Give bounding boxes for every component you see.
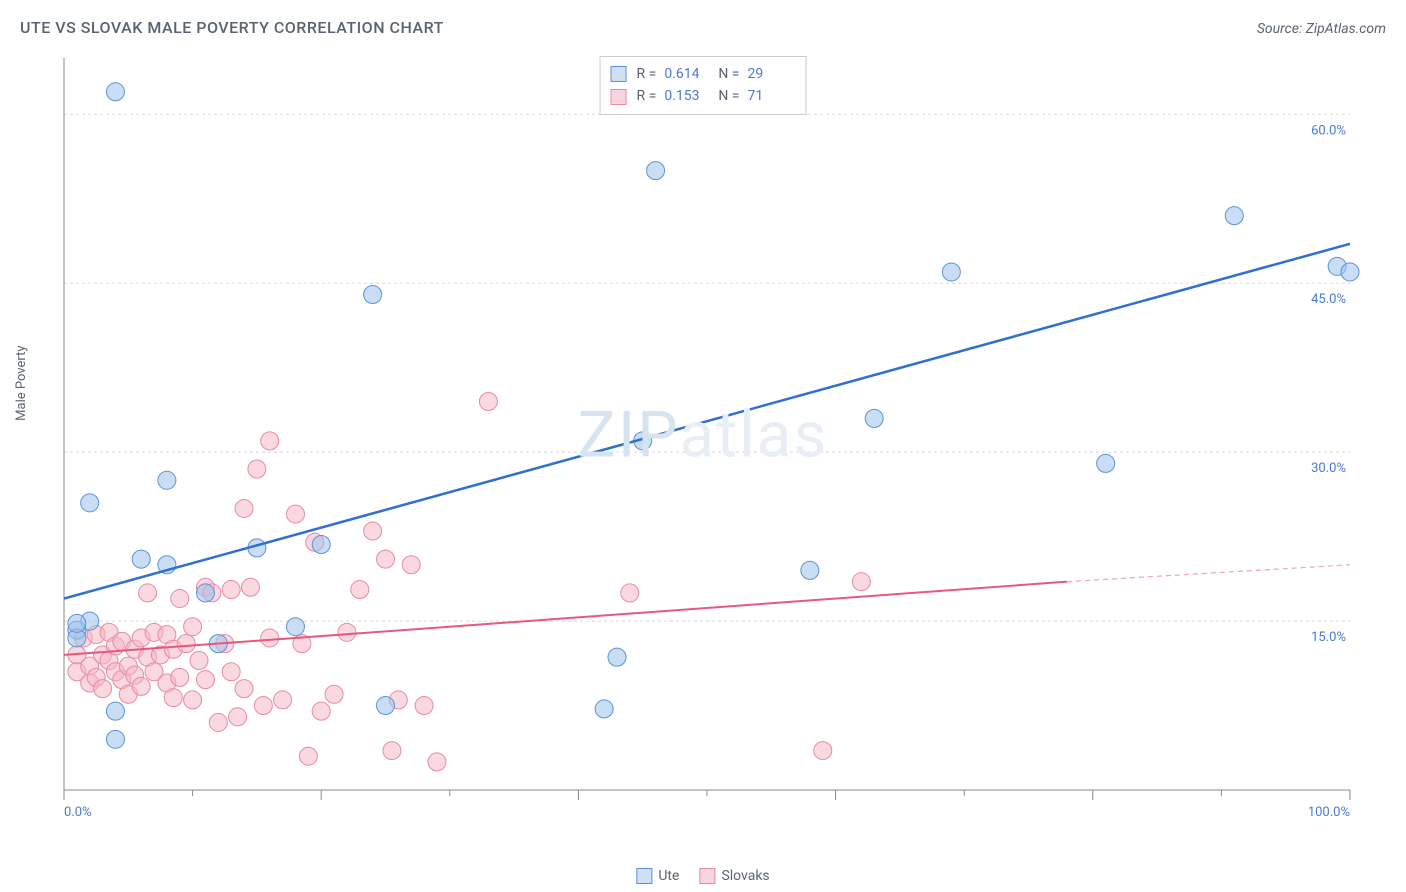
n-label: N = — [718, 85, 739, 107]
ute-r-value: 0.614 — [664, 63, 708, 85]
series-legend: Ute Slovaks — [636, 868, 769, 884]
r-label: R = — [637, 85, 657, 107]
legend-item-ute: Ute — [636, 868, 679, 884]
chart-area: Male Poverty ZIPatlas 15.0%30.0%45.0%60.… — [20, 50, 1386, 852]
n-label: N = — [718, 63, 739, 85]
svg-text:0.0%: 0.0% — [64, 805, 92, 820]
swatch-slovak-icon — [611, 89, 627, 105]
chart-title: UTE VS SLOVAK MALE POVERTY CORRELATION C… — [20, 18, 444, 37]
source-prefix: Source: — [1257, 21, 1302, 37]
swatch-ute-icon — [636, 868, 652, 884]
legend-label-ute: Ute — [658, 868, 679, 884]
source-link[interactable]: ZipAtlas.com — [1306, 21, 1386, 37]
legend-row-slovak: R = 0.153 N = 71 — [611, 85, 792, 107]
legend-row-ute: R = 0.614 N = 29 — [611, 63, 792, 85]
chart-header: UTE VS SLOVAK MALE POVERTY CORRELATION C… — [20, 18, 1386, 37]
swatch-ute-icon — [611, 66, 627, 82]
svg-text:60.0%: 60.0% — [1311, 123, 1346, 138]
ute-n-value: 29 — [747, 63, 791, 85]
r-label: R = — [637, 63, 657, 85]
scatter-chart: 15.0% 30.0% 45.0% 60.0% 0.0% 100.0% — [20, 50, 1360, 820]
svg-text:100.0%: 100.0% — [1308, 805, 1350, 820]
slovak-r-value: 0.153 — [664, 85, 708, 107]
slovak-n-value: 71 — [747, 85, 791, 107]
svg-text:15.0%: 15.0% — [1311, 630, 1346, 645]
swatch-slovak-icon — [699, 868, 715, 884]
svg-text:30.0%: 30.0% — [1311, 461, 1346, 476]
chart-source: Source: ZipAtlas.com — [1257, 21, 1386, 37]
svg-text:45.0%: 45.0% — [1311, 292, 1346, 307]
y-axis-label: Male Poverty — [14, 345, 29, 420]
legend-item-slovak: Slovaks — [699, 868, 769, 884]
legend-label-slovak: Slovaks — [721, 868, 769, 884]
correlation-legend: R = 0.614 N = 29 R = 0.153 N = 71 — [600, 56, 807, 115]
